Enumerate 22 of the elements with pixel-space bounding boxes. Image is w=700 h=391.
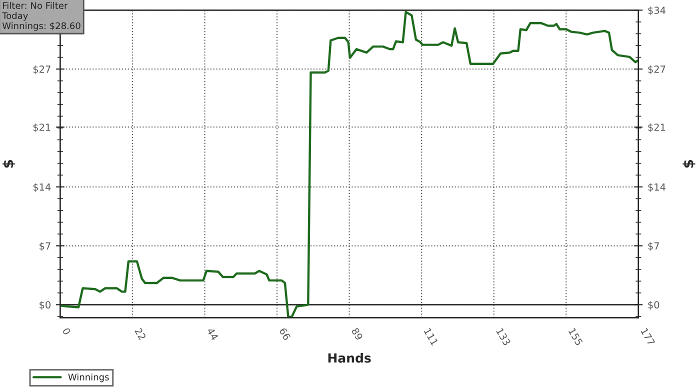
y-tick-label: $7	[40, 242, 50, 251]
y-axis-title: $	[2, 160, 16, 168]
x-tick-label: 177	[640, 328, 656, 346]
y2-tick-label: $34	[648, 6, 666, 16]
y-tick-label: $21	[33, 123, 50, 132]
y-tick-label: $14	[33, 183, 51, 192]
y2-tick-label: $0	[648, 301, 660, 310]
y2-tick-label: $14	[648, 183, 666, 192]
x-tick-label: 0	[62, 327, 71, 336]
y-tick-label: $0	[40, 301, 51, 310]
legend-label: Winnings	[68, 373, 109, 382]
x-tick-label: 89	[351, 327, 364, 341]
x-axis-title: Hands	[328, 353, 371, 363]
y2-tick-label: $27	[648, 65, 666, 74]
y2-tick-label: $21	[648, 123, 666, 132]
x-tick-label: 66	[278, 327, 291, 341]
x-tick-label: 44	[206, 327, 219, 341]
y2-tick-label: $7	[648, 242, 659, 251]
x-tick-label: 22	[134, 327, 146, 340]
y-tick-label: $27	[33, 65, 50, 74]
annotation: Filter: No Filter Today Winnings: $28.60	[2, 2, 80, 31]
y2-axis-title: $	[682, 160, 696, 168]
